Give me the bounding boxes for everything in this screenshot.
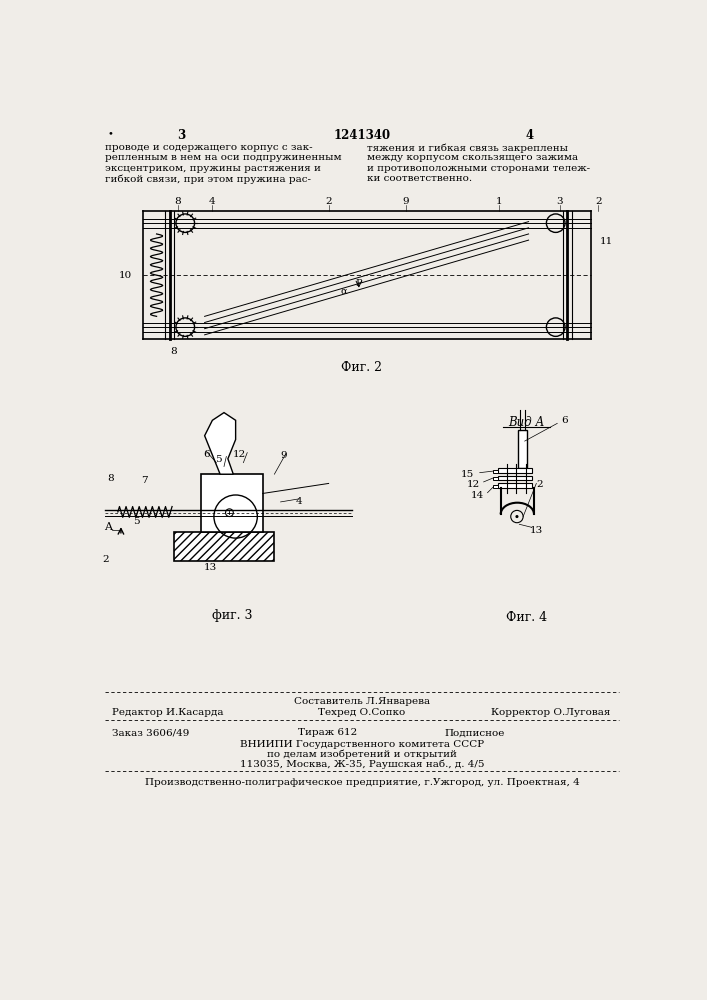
- Text: 1241340: 1241340: [334, 129, 390, 142]
- Text: Составитель Л.Январева: Составитель Л.Январева: [294, 697, 430, 706]
- Bar: [498, 476, 532, 480]
- Text: Вид А: Вид А: [508, 416, 544, 429]
- Text: ки соответственно.: ки соответственно.: [368, 174, 472, 183]
- Text: эксцентриком, пружины растяжения и: эксцентриком, пружины растяжения и: [105, 164, 321, 173]
- Text: Подписное: Подписное: [445, 728, 506, 737]
- Bar: [498, 468, 532, 473]
- Text: и противоположными сторонами тележ-: и противоположными сторонами тележ-: [368, 164, 590, 173]
- Text: 3: 3: [556, 197, 563, 206]
- Bar: [498, 483, 532, 488]
- Text: 2: 2: [595, 197, 602, 206]
- Text: Заказ 3606/49: Заказ 3606/49: [112, 728, 189, 737]
- Text: 10: 10: [119, 271, 132, 280]
- Text: 1: 1: [496, 197, 503, 206]
- Text: между корпусом скользящего зажима: между корпусом скользящего зажима: [368, 153, 578, 162]
- Text: 8: 8: [107, 474, 113, 483]
- Text: 12: 12: [233, 450, 246, 459]
- Text: 13: 13: [204, 563, 218, 572]
- Text: репленным в нем на оси подпружиненным: репленным в нем на оси подпружиненным: [105, 153, 342, 162]
- Text: 13: 13: [530, 526, 544, 535]
- Text: гибкой связи, при этом пружина рас-: гибкой связи, при этом пружина рас-: [105, 174, 311, 184]
- Text: P: P: [356, 279, 362, 288]
- Text: Производственно-полиграфическое предприятие, г.Ужгород, ул. Проектная, 4: Производственно-полиграфическое предприя…: [144, 778, 579, 787]
- Text: 7: 7: [141, 476, 148, 485]
- Text: Корректор О.Луговая: Корректор О.Луговая: [491, 708, 611, 717]
- Circle shape: [515, 515, 518, 518]
- Text: 5: 5: [133, 517, 140, 526]
- Text: 2: 2: [325, 197, 332, 206]
- Bar: [518, 430, 527, 468]
- Text: 4: 4: [526, 129, 534, 142]
- Text: 9: 9: [403, 197, 409, 206]
- Text: 11: 11: [600, 237, 613, 246]
- Text: 5: 5: [215, 455, 222, 464]
- Text: 9: 9: [281, 451, 287, 460]
- Text: 2: 2: [537, 480, 543, 489]
- Text: 6: 6: [203, 450, 209, 459]
- Text: 8: 8: [170, 347, 177, 356]
- Text: Техред О.Сопко: Техред О.Сопко: [318, 708, 406, 717]
- Text: Фиг. 4: Фиг. 4: [506, 611, 547, 624]
- Text: 12: 12: [467, 480, 480, 489]
- Text: Редактор И.Касарда: Редактор И.Касарда: [112, 708, 223, 717]
- Bar: [493, 470, 498, 473]
- Text: 15: 15: [461, 470, 474, 479]
- Text: по делам изобретений и открытий: по делам изобретений и открытий: [267, 750, 457, 759]
- Text: ВНИИПИ Государственного комитета СССР: ВНИИПИ Государственного комитета СССР: [240, 740, 484, 749]
- Text: проводе и содержащего корпус с зак-: проводе и содержащего корпус с зак-: [105, 143, 313, 152]
- Text: Фиг. 2: Фиг. 2: [341, 361, 382, 374]
- Bar: [493, 485, 498, 488]
- Text: •: •: [107, 129, 113, 138]
- Text: 113035, Москва, Ж-35, Раушская наб., д. 4/5: 113035, Москва, Ж-35, Раушская наб., д. …: [240, 760, 484, 769]
- Bar: [493, 477, 498, 480]
- Text: 2: 2: [102, 555, 109, 564]
- Text: 8: 8: [174, 197, 181, 206]
- Text: A: A: [104, 522, 112, 532]
- Text: 14: 14: [470, 491, 484, 500]
- Text: тяжения и гибкая связь закреплены: тяжения и гибкая связь закреплены: [368, 143, 568, 153]
- Text: Тираж 612: Тираж 612: [298, 728, 357, 737]
- Text: α: α: [340, 287, 346, 296]
- Text: 4: 4: [209, 197, 216, 206]
- Text: фиг. 3: фиг. 3: [211, 609, 252, 622]
- Polygon shape: [204, 413, 235, 474]
- Text: 3: 3: [177, 129, 185, 142]
- Bar: [201, 474, 263, 532]
- Text: 4: 4: [296, 497, 303, 506]
- Text: 6: 6: [561, 416, 568, 425]
- Bar: [174, 532, 274, 561]
